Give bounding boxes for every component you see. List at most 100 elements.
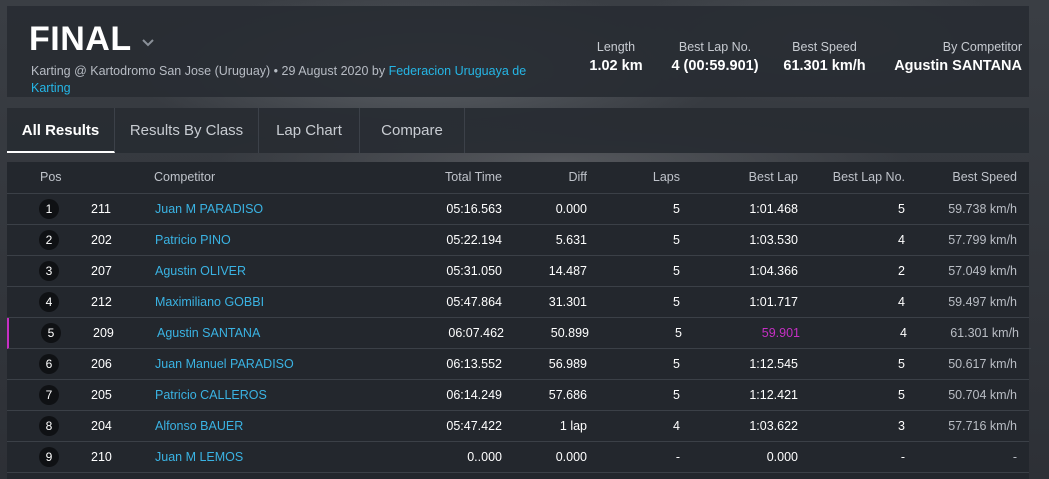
kart-number: 212 xyxy=(91,295,112,309)
competitor-link[interactable]: Patricio CALLEROS xyxy=(155,388,267,402)
best-speed-value: 50.704 km/h xyxy=(948,388,1017,402)
tab-results-by-class[interactable]: Results By Class xyxy=(115,108,259,153)
stat-best-speed-label: Best Speed xyxy=(792,40,857,54)
stat-by-competitor: By Competitor Agustin SANTANA xyxy=(882,40,1022,74)
competitor-link[interactable]: Alfonso BAUER xyxy=(155,419,244,433)
best-lap-no-value: 4 xyxy=(900,326,907,340)
position-badge: 6 xyxy=(39,354,59,374)
tab-lap-chart[interactable]: Lap Chart xyxy=(259,108,360,153)
diff-value: 0.000 xyxy=(555,450,587,464)
kart-number: 206 xyxy=(91,357,112,371)
best-lap-value: 0.000 xyxy=(766,450,798,464)
best-lap-value: 1:12.421 xyxy=(749,388,798,402)
table-row[interactable]: 5 209 Agustin SANTANA 06:07.462 50.899 5 59.90… xyxy=(7,318,1031,349)
stat-by-competitor-label: By Competitor xyxy=(942,40,1022,54)
competitor-link[interactable]: Agustin SANTANA xyxy=(157,326,261,340)
event-subtitle: Karting @ Kartodromo San Jose (Uruguay) … xyxy=(31,63,531,97)
competitor-link[interactable]: Juan M LEMOS xyxy=(155,450,244,464)
col-pos[interactable]: Pos xyxy=(40,170,62,184)
position-badge: 3 xyxy=(39,261,59,281)
kart-number: 210 xyxy=(91,450,112,464)
kart-number: 207 xyxy=(91,264,112,278)
organizer-link[interactable]: Federacion Uruguaya de Karting xyxy=(31,64,527,95)
best-lap-no-value: 4 xyxy=(898,233,905,247)
total-time: 05:31.050 xyxy=(446,264,502,278)
col-best-lap[interactable]: Best Lap xyxy=(748,170,798,184)
best-lap-no-value: 3 xyxy=(898,419,905,433)
best-speed-value: 50.617 km/h xyxy=(948,357,1017,371)
competitor-link[interactable]: Maximiliano GOBBI xyxy=(155,295,265,309)
best-lap-no-value: - xyxy=(900,450,905,464)
laps-value: 5 xyxy=(673,233,680,247)
best-lap-no-value: 5 xyxy=(898,388,905,402)
table-row[interactable]: 4 212 Maximiliano GOBBI 05:47.864 31.301 5 1:0… xyxy=(7,287,1029,318)
kart-number: 205 xyxy=(91,388,112,402)
col-best-speed[interactable]: Best Speed xyxy=(952,170,1017,184)
best-speed-value: - xyxy=(1012,450,1017,464)
competitor-link[interactable]: Juan Manuel PARADISO xyxy=(155,357,294,371)
best-lap-value: 1:03.622 xyxy=(749,419,798,433)
best-lap-value: 1:01.717 xyxy=(749,295,798,309)
kart-number: 211 xyxy=(91,202,111,216)
best-lap-value: 59.901 xyxy=(761,326,800,340)
position-badge: 4 xyxy=(39,292,59,312)
laps-value: 5 xyxy=(673,357,680,371)
table-row[interactable]: 9 210 Juan M LEMOS 0..000 0.000 - 0.000 - - xyxy=(7,442,1029,473)
table-row[interactable]: 6 206 Juan Manuel PARADISO 06:13.552 56.989 5… xyxy=(7,349,1029,380)
best-lap-no-value: 2 xyxy=(898,264,905,278)
stat-best-lap-no-value: 4 (00:59.901) xyxy=(671,58,759,74)
position-badge: 9 xyxy=(39,447,59,467)
best-lap-no-value: 5 xyxy=(898,202,905,216)
col-total-time[interactable]: Total Time xyxy=(445,170,502,184)
table-row[interactable]: 2 202 Patricio PINO 05:22.194 5.631 5 1:03.530… xyxy=(7,225,1029,256)
total-time: 0..000 xyxy=(467,450,502,464)
table-row[interactable]: 3 207 Agustin OLIVER 05:31.050 14.487 5 1:04.3… xyxy=(7,256,1029,287)
results-tabs: All Results Results By Class Lap Chart C… xyxy=(7,108,1029,153)
kart-number: 204 xyxy=(91,419,112,433)
laps-value: - xyxy=(675,450,680,464)
event-header: FINAL Karting @ Kartodromo San Jose (Uru… xyxy=(7,6,1029,97)
best-lap-value: 1:04.366 xyxy=(749,264,798,278)
laps-value: 5 xyxy=(673,202,680,216)
laps-value: 5 xyxy=(673,388,680,402)
position-badge: 7 xyxy=(39,385,59,405)
total-time: 05:22.194 xyxy=(446,233,502,247)
competitor-link[interactable]: Patricio PINO xyxy=(155,233,231,247)
laps-value: 5 xyxy=(675,326,682,340)
laps-value: 5 xyxy=(673,264,680,278)
best-speed-value: 59.497 km/h xyxy=(948,295,1017,309)
tab-compare[interactable]: Compare xyxy=(360,108,465,153)
stat-length: Length 1.02 km xyxy=(581,40,651,74)
competitor-link[interactable]: Juan M PARADISO xyxy=(155,202,264,216)
competitor-link[interactable]: Agustin OLIVER xyxy=(155,264,247,278)
stat-best-speed-value: 61.301 km/h xyxy=(783,58,866,74)
table-header: Pos Competitor Total Time Diff Laps Best… xyxy=(7,162,1029,194)
col-laps[interactable]: Laps xyxy=(652,170,680,184)
stat-best-lap-no-label: Best Lap No. xyxy=(678,40,752,54)
diff-value: 0.000 xyxy=(555,202,587,216)
stat-length-label: Length xyxy=(596,40,636,54)
total-time: 05:16.563 xyxy=(446,202,502,216)
best-speed-value: 61.301 km/h xyxy=(950,326,1019,340)
laps-value: 5 xyxy=(673,295,680,309)
position-badge: 1 xyxy=(39,199,59,219)
tab-all-results[interactable]: All Results xyxy=(7,108,115,153)
kart-number: 209 xyxy=(93,326,114,340)
table-row[interactable]: 8 204 Alfonso BAUER 05:47.422 1 lap 4 1:03.622… xyxy=(7,411,1029,442)
diff-value: 5.631 xyxy=(555,233,587,247)
total-time: 05:47.422 xyxy=(446,419,502,433)
col-competitor[interactable]: Competitor xyxy=(154,170,216,184)
table-row[interactable]: 7 205 Patricio CALLEROS 06:14.249 57.686 5 1:1… xyxy=(7,380,1029,411)
kart-number: 202 xyxy=(91,233,112,247)
chevron-down-icon[interactable] xyxy=(140,35,156,51)
col-diff[interactable]: Diff xyxy=(568,170,587,184)
event-details: Karting @ Kartodromo San Jose (Uruguay) … xyxy=(31,64,386,78)
position-badge: 2 xyxy=(39,230,59,250)
col-best-lap-no[interactable]: Best Lap No. xyxy=(832,170,905,184)
total-time: 06:07.462 xyxy=(448,326,504,340)
best-speed-value: 57.049 km/h xyxy=(948,264,1017,278)
diff-value: 31.301 xyxy=(548,295,587,309)
best-lap-no-value: 4 xyxy=(898,295,905,309)
position-badge: 5 xyxy=(41,323,61,343)
table-row[interactable]: 1 211 Juan M PARADISO 05:16.563 0.000 5 1:01.4… xyxy=(7,194,1029,225)
